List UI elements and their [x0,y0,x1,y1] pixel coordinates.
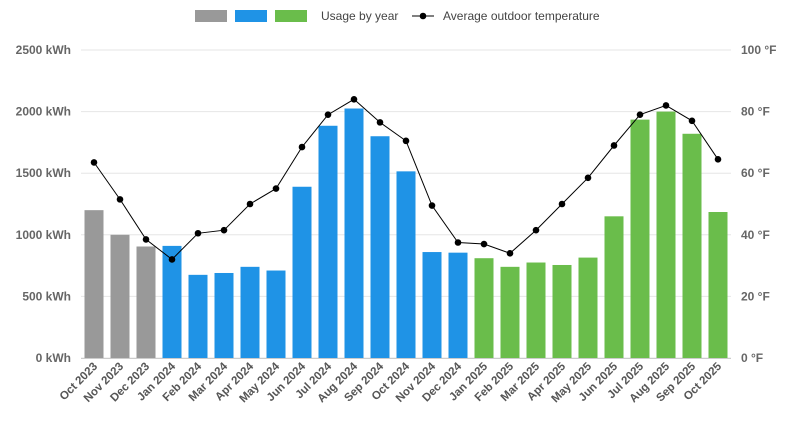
left-tick-label: 1000 kWh [16,228,71,242]
usage-bar[interactable] [552,264,572,358]
legend-swatch-1[interactable] [195,10,227,22]
bars [81,108,731,359]
right-tick-label: 80 °F [741,105,770,119]
usage-bar[interactable] [656,111,676,358]
temperature-point[interactable] [532,226,540,234]
usage-bar[interactable] [266,270,286,358]
left-tick-label: 0 kWh [36,351,71,365]
temperature-point[interactable] [168,256,176,263]
temperature-point[interactable] [246,200,254,208]
usage-bar[interactable] [292,186,312,358]
temperature-point[interactable] [636,111,644,118]
usage-bar[interactable] [188,274,208,358]
temperature-point[interactable] [558,200,566,208]
right-tick-label: 40 °F [741,228,770,242]
right-tick-label: 60 °F [741,166,770,180]
temperature-point[interactable] [584,174,592,182]
usage-bar[interactable] [214,272,234,358]
usage-bar[interactable] [318,125,338,358]
legend-usage-label[interactable]: Usage by year [321,9,398,23]
usage-bar[interactable] [136,246,156,358]
usage-bar[interactable] [110,234,130,358]
temperature-point[interactable] [428,202,436,209]
temperature-point[interactable] [90,159,98,166]
legend-temperature-label[interactable]: Average outdoor temperature [443,9,600,23]
usage-bar[interactable] [526,262,546,358]
legend[interactable]: Usage by year Average outdoor temperature [195,9,600,23]
temperature-point[interactable] [610,142,618,149]
left-tick-label: 2000 kWh [16,105,71,119]
usage-bar[interactable] [682,133,702,358]
temperature-point[interactable] [116,196,124,203]
temperature-point[interactable] [220,226,228,234]
legend-swatch-3[interactable] [275,10,307,22]
temperature-line [90,95,722,263]
usage-bar[interactable] [344,108,364,359]
usage-bar[interactable] [708,212,728,358]
usage-bar[interactable] [448,252,468,358]
usage-bar[interactable] [474,258,494,358]
temperature-point[interactable] [194,229,202,237]
temperature-point[interactable] [506,249,514,257]
usage-bar[interactable] [396,171,416,358]
left-axis: 0 kWh 500 kWh 1000 kWh 1500 kWh 2000 kWh 2500… [16,43,71,365]
temperature-point[interactable] [376,119,384,126]
temperature-point[interactable] [480,240,488,248]
temperature-point[interactable] [142,236,150,243]
temperature-point[interactable] [688,117,696,125]
temperature-point[interactable] [402,137,410,145]
usage-bar[interactable] [84,210,104,358]
right-tick-label: 20 °F [741,289,770,303]
left-tick-label: 500 kWh [22,289,71,303]
legend-swatch-2[interactable] [235,10,267,22]
usage-bar[interactable] [578,257,598,358]
temperature-point[interactable] [298,143,306,151]
left-tick-label: 1500 kWh [16,166,71,180]
right-tick-label: 0 °F [741,351,763,365]
usage-bar[interactable] [604,216,624,358]
usage-bar[interactable] [162,245,182,358]
usage-bar[interactable] [370,136,390,358]
temperature-point[interactable] [454,239,462,246]
left-tick-label: 2500 kWh [16,43,71,57]
right-axis: 0 °F 20 °F 40 °F 60 °F 80 °F 100 °F [741,43,776,365]
temperature-point[interactable] [350,95,358,103]
usage-bar[interactable] [422,252,442,358]
usage-bar[interactable] [240,266,260,358]
right-tick-label: 100 °F [741,43,776,57]
usage-bar[interactable] [630,119,650,358]
temperature-point[interactable] [714,156,722,163]
temperature-point[interactable] [662,102,670,109]
temperature-point[interactable] [324,111,332,118]
legend-line-marker [419,12,427,20]
usage-bar[interactable] [500,266,520,358]
temperature-point[interactable] [272,185,280,192]
